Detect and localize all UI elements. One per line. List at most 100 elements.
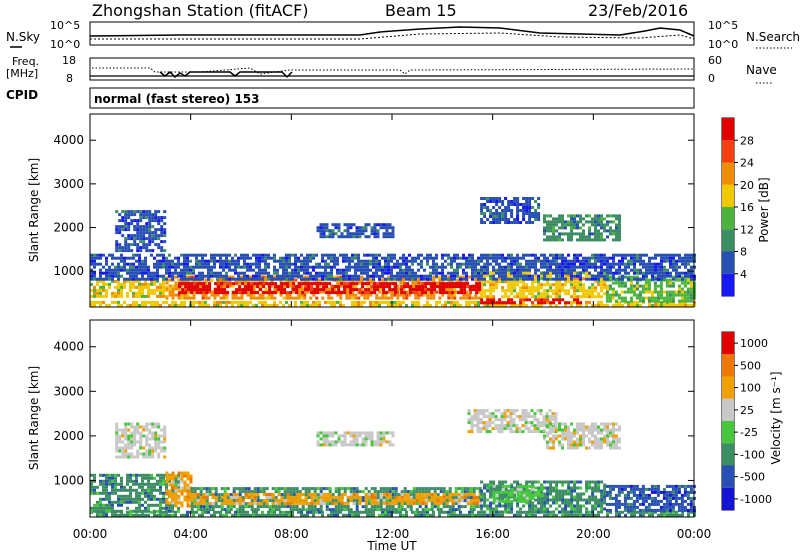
velocity-cell [307,487,311,491]
velocity-cell [474,513,477,517]
velocity-cell [382,487,386,491]
power-cell [312,265,315,269]
power-cell [417,303,420,307]
power-cell [285,256,288,260]
power-cell [423,293,427,297]
power-cell [297,271,300,275]
power-cell [237,271,240,275]
power-cell [477,268,480,272]
velocity-cell [585,513,588,517]
velocity-cell [289,508,293,512]
velocity-cell [262,502,266,506]
power-cell [629,281,633,285]
power-cell [522,218,526,221]
power-cell [165,294,168,298]
power-cell [573,280,577,284]
power-cell [600,286,604,290]
power-cell [659,296,663,300]
velocity-cell [111,479,114,483]
velocity-cell [285,513,288,517]
power-cell [259,288,263,292]
power-cell [564,280,568,284]
velocity-cell [430,505,434,509]
power-cell [390,271,393,275]
velocity-cell [144,506,147,510]
power-cell [376,285,380,289]
power-cell [402,268,405,272]
power-cell [300,277,303,281]
power-cell [630,253,633,257]
power-cell [267,262,270,266]
power-cell [510,292,514,296]
power-cell [675,262,678,266]
power-cell [483,212,487,215]
velocity-cell [306,513,309,517]
power-cell [567,292,571,296]
power-cell [189,275,193,279]
power-cell [549,301,553,305]
power-cell [357,281,361,285]
nave-dips [159,70,293,79]
velocity-cell [256,508,260,512]
velocity-cell [427,508,431,512]
power-cell [93,265,96,269]
power-cell [466,282,470,286]
power-cell [615,229,618,233]
power-cell [276,290,280,294]
power-cell [121,216,125,220]
velocity-cell [369,510,372,514]
noise-search-label: N.Search [746,30,800,44]
power-cell [612,277,615,281]
velocity-cell [159,491,162,495]
power-cell [600,256,603,260]
power-cell [570,262,573,266]
power-cell [450,277,453,281]
power-cell [501,203,505,206]
power-cell [608,296,612,300]
power-cell [645,268,648,272]
power-cell [635,281,639,285]
power-cell [139,219,143,223]
velocity-cell [117,500,120,504]
power-cell [612,262,615,266]
power-cell [611,287,615,291]
power-cell [531,277,534,281]
power-cell [282,296,286,300]
velocity-cell [147,473,150,477]
power-cell [117,262,120,266]
power-cell [423,277,426,281]
power-cell [303,275,307,279]
velocity-cell [165,509,168,513]
power-cell [495,256,498,260]
velocity-cell [150,473,153,477]
power-cell [204,278,208,282]
power-cell [235,282,239,286]
power-cell [504,295,508,299]
power-cell [189,265,192,269]
velocity-cell [174,482,177,486]
power-cell [96,277,99,281]
power-cell [255,259,258,263]
power-cell [641,284,645,288]
power-cell [372,271,375,275]
velocity-cell [262,487,266,491]
velocity-cell [238,508,242,512]
power-cell [576,259,579,263]
velocity-cell [126,513,129,517]
power-cell [474,265,477,269]
power-cell [385,235,389,239]
velocity-cell [279,510,282,514]
power-cell [354,274,357,278]
velocity-cell [397,502,401,506]
power-cell [426,293,430,297]
power-cell [291,274,294,278]
power-cell [534,265,537,269]
power-cell [681,262,684,266]
power-cell [573,256,576,260]
power-cell [258,274,261,278]
power-cell [163,234,167,238]
power-cell [171,262,174,266]
power-cell [576,238,579,242]
power-cell [145,249,149,253]
velocity-cell [177,485,180,489]
